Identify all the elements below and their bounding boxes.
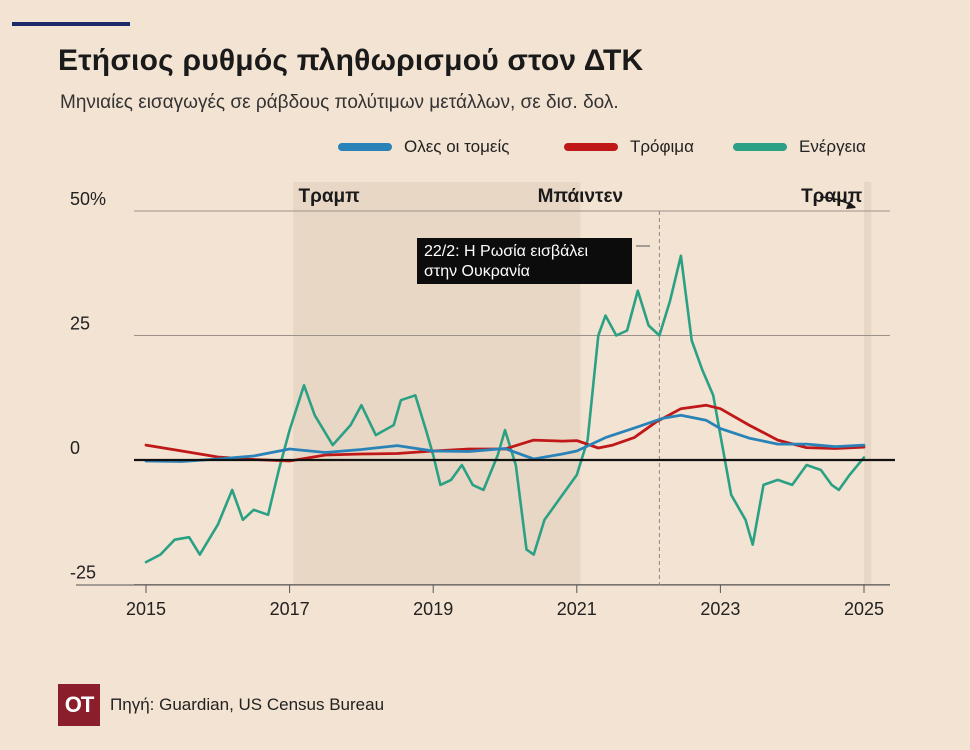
period-label-0: Τραμπ [298, 186, 360, 207]
legend-label-all: Ολες οι τομείς [404, 137, 510, 156]
x-tick-label-4: 2023 [700, 599, 740, 619]
top-accent-bar [12, 22, 130, 26]
legend-item-all: Ολες οι τομείς [338, 137, 509, 157]
legend-swatch-all [338, 143, 392, 151]
y-tick-label-1: 25 [70, 314, 90, 334]
y-tick-label-2: 0 [70, 438, 80, 458]
y-tick-label-0: 50% [70, 189, 106, 209]
x-tick-label-2: 2019 [413, 599, 453, 619]
series-line-energy [144, 254, 866, 564]
legend-swatch-food [564, 143, 618, 151]
legend-swatch-energy [733, 143, 787, 151]
source-text: Πηγή: Guardian, US Census Bureau [110, 695, 385, 714]
legend-item-energy: Ενέργεια [733, 137, 866, 157]
source-block: OT Πηγή: Guardian, US Census Bureau [58, 684, 384, 726]
legend-label-energy: Ενέργεια [799, 137, 866, 156]
period-band-2 [864, 182, 872, 585]
period-label-2: Τραμπ [801, 186, 863, 207]
annotation-box [417, 238, 632, 284]
x-tick-label-1: 2017 [270, 599, 310, 619]
legend-label-food: Τρόφιμα [630, 137, 694, 156]
x-tick-label-5: 2025 [844, 599, 884, 619]
series-line-all [144, 413, 866, 463]
x-tick-label-3: 2021 [557, 599, 597, 619]
legend-item-food: Τρόφιμα [564, 137, 694, 157]
annotation-text-1: στην Ουκρανία [424, 263, 530, 280]
legend: Ολες οι τομείς Τρόφιμα Ενέργεια [0, 137, 970, 161]
publisher-logo: OT [58, 684, 100, 726]
annotation-text-0: 22/2: Η Ρωσία εισβάλει [424, 243, 588, 260]
x-tick-label-0: 2015 [126, 599, 166, 619]
chart-subtitle: Μηνιαίες εισαγωγές σε ράβδους πολύτιμων … [60, 92, 619, 113]
period-label-1: Μπάιντεν [538, 186, 623, 207]
y-tick-label-3: -25 [70, 563, 96, 583]
chart-title: Ετήσιος ρυθμός πληθωρισμού στον ΔΤΚ [58, 44, 644, 77]
period-arrow-head [846, 201, 856, 209]
